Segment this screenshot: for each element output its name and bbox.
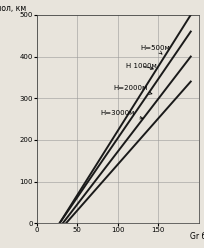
Text: H 1000м: H 1000м <box>125 63 156 69</box>
Text: H=3000м: H=3000м <box>100 110 142 119</box>
Text: Lпол, км: Lпол, км <box>0 4 26 13</box>
X-axis label: Gr бак, г: Gr бак, г <box>189 232 204 241</box>
Text: H=500м: H=500м <box>140 45 170 54</box>
Text: H=2000м: H=2000м <box>113 85 151 94</box>
